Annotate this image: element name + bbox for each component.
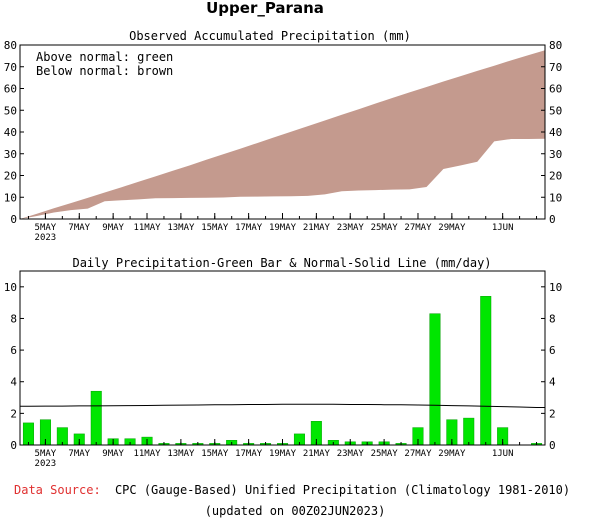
figure-title: Upper_Parana bbox=[206, 0, 324, 17]
bottom-y-tick-label-right: 2 bbox=[549, 407, 556, 420]
top-y-tick-label-left: 50 bbox=[4, 104, 17, 117]
daily-precip-bar bbox=[480, 296, 492, 446]
top-x-tick-label: 21MAY bbox=[303, 223, 331, 233]
bottom-y-tick-label-right: 10 bbox=[549, 281, 562, 294]
top-x-tick-label: 19MAY bbox=[269, 223, 297, 233]
bottom-x-tick-label: 7MAY bbox=[68, 449, 90, 459]
daily-precip-bar bbox=[463, 417, 475, 446]
bottom-chart-title: Daily Precipitation-Green Bar & Normal-S… bbox=[72, 256, 491, 270]
bottom-y-tick-label-right: 4 bbox=[549, 376, 556, 389]
top-x-tick-label: 5MAY bbox=[35, 223, 57, 233]
top-y-tick-label-right: 50 bbox=[549, 104, 562, 117]
top-x-tick-label: 29MAY bbox=[438, 223, 466, 233]
top-y-tick-label-left: 20 bbox=[4, 170, 17, 183]
top-x-tick-label: 27MAY bbox=[404, 223, 432, 233]
top-y-tick-label-right: 30 bbox=[549, 148, 562, 161]
bottom-y-tick-label-right: 0 bbox=[549, 439, 556, 452]
top-y-tick-label-right: 60 bbox=[549, 83, 562, 96]
bottom-x-tick-label: 21MAY bbox=[303, 449, 331, 459]
bottom-x-tick-label: 9MAY bbox=[102, 449, 124, 459]
legend-above-normal: Above normal: green bbox=[36, 50, 173, 64]
bottom-x-tick-label: 17MAY bbox=[235, 449, 263, 459]
daily-precip-bar bbox=[90, 390, 102, 446]
top-x-tick-label: 13MAY bbox=[167, 223, 195, 233]
bottom-y-axis: 0 0 2 2 4 4 6 6 8 8 10 10 bbox=[4, 281, 563, 452]
bottom-y-tick-label-left: 4 bbox=[10, 376, 17, 389]
bottom-x-tick-label: 5MAY bbox=[35, 449, 57, 459]
bottom-y-tick-label-left: 2 bbox=[10, 407, 17, 420]
daily-precip-bar bbox=[22, 422, 34, 446]
data-source-label: Data Source: bbox=[14, 483, 101, 497]
bottom-y-tick-label-left: 6 bbox=[10, 344, 17, 357]
top-y-tick-label-right: 80 bbox=[549, 39, 562, 52]
bottom-x-tick-label: 27MAY bbox=[404, 449, 432, 459]
top-x-tick-year: 2023 bbox=[35, 233, 57, 243]
top-y-tick-label-right: 20 bbox=[549, 170, 562, 183]
top-y-tick-label-right: 70 bbox=[549, 61, 562, 74]
top-y-tick-label-left: 0 bbox=[10, 213, 17, 226]
data-source-footer: Data Source: CPC (Gauge-Based) Unified P… bbox=[14, 483, 570, 497]
top-x-tick-label: 15MAY bbox=[201, 223, 229, 233]
bottom-bar-layer bbox=[22, 296, 543, 446]
top-x-tick-label: 11MAY bbox=[133, 223, 161, 233]
top-y-tick-label-left: 60 bbox=[4, 83, 17, 96]
legend-below-normal: Below normal: brown bbox=[36, 64, 173, 78]
updated-note: (updated on 00Z02JUN2023) bbox=[205, 504, 386, 518]
bottom-x-tick-label: 1JUN bbox=[492, 449, 514, 459]
bottom-x-tick-label: 25MAY bbox=[371, 449, 399, 459]
bottom-x-tick-year: 2023 bbox=[35, 459, 57, 469]
top-y-tick-label-left: 40 bbox=[4, 126, 17, 139]
daily-precip-bar bbox=[429, 313, 441, 446]
top-x-tick-label: 17MAY bbox=[235, 223, 263, 233]
accumulated-precipitation-panel: Observed Accumulated Precipitation (mm) … bbox=[4, 29, 563, 243]
top-y-tick-label-right: 10 bbox=[549, 191, 562, 204]
top-x-tick-label: 9MAY bbox=[102, 223, 124, 233]
daily-normal-line bbox=[20, 403, 545, 408]
below-normal-area bbox=[20, 50, 545, 220]
bottom-y-tick-label-left: 0 bbox=[10, 439, 17, 452]
top-chart-title: Observed Accumulated Precipitation (mm) bbox=[129, 29, 411, 43]
bottom-x-tick-label: 15MAY bbox=[201, 449, 229, 459]
bottom-x-tick-label: 19MAY bbox=[269, 449, 297, 459]
top-x-tick-label: 23MAY bbox=[337, 223, 365, 233]
top-x-tick-label: 25MAY bbox=[371, 223, 399, 233]
bottom-x-tick-label: 29MAY bbox=[438, 449, 466, 459]
bottom-x-tick-label: 11MAY bbox=[133, 449, 161, 459]
data-source-text: CPC (Gauge-Based) Unified Precipitation … bbox=[115, 483, 570, 497]
bottom-y-tick-label-left: 8 bbox=[10, 312, 17, 325]
bottom-x-tick-label: 23MAY bbox=[337, 449, 365, 459]
top-x-tick-label: 1JUN bbox=[492, 223, 514, 233]
top-y-tick-label-right: 0 bbox=[549, 213, 556, 226]
bottom-y-tick-label-left: 10 bbox=[4, 281, 17, 294]
bottom-y-tick-label-right: 8 bbox=[549, 312, 556, 325]
bottom-x-tick-label: 13MAY bbox=[167, 449, 195, 459]
top-y-tick-label-left: 80 bbox=[4, 39, 17, 52]
top-y-tick-label-right: 40 bbox=[549, 126, 562, 139]
bottom-y-tick-label-right: 6 bbox=[549, 344, 556, 357]
top-y-tick-label-left: 10 bbox=[4, 191, 17, 204]
top-area-layer bbox=[20, 50, 545, 220]
top-x-tick-label: 7MAY bbox=[68, 223, 90, 233]
daily-precipitation-panel: Daily Precipitation-Green Bar & Normal-S… bbox=[4, 256, 563, 469]
top-y-tick-label-left: 70 bbox=[4, 61, 17, 74]
top-y-axis: 0 0 10 10 20 20 30 30 40 40 50 50 60 60 70 70 80 80 bbox=[4, 39, 563, 226]
top-y-tick-label-left: 30 bbox=[4, 148, 17, 161]
